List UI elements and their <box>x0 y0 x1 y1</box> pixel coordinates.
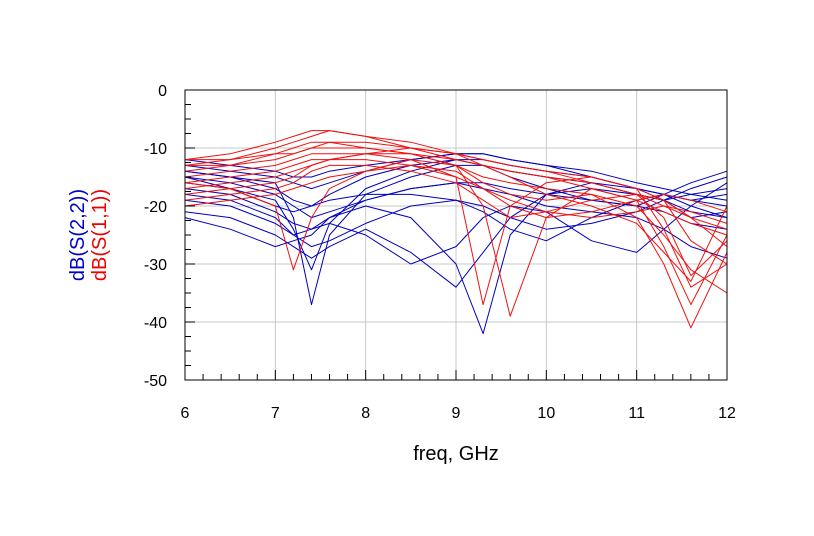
x-tick-label: 6 <box>181 405 190 422</box>
x-tick-label: 12 <box>718 405 736 422</box>
series-lines <box>184 130 728 335</box>
y-tick-label: -20 <box>144 199 167 216</box>
y-tick-label: 0 <box>158 83 167 100</box>
series-line-s11-20 <box>185 147 728 236</box>
y-tick-label: -10 <box>144 141 167 158</box>
series-line-s22-5 <box>184 182 728 265</box>
series-line-s11-24 <box>184 159 728 224</box>
y-axis-label-s11: dB(S(1,1)) <box>89 189 111 281</box>
x-tick-label: 10 <box>537 405 555 422</box>
x-tick-labels: 6 7 8 9 10 11 12 <box>181 405 736 422</box>
axis-ticks <box>184 89 728 381</box>
x-tick-label: 9 <box>452 405 461 422</box>
y-axis-label-s22: dB(S(2,2)) <box>67 189 89 281</box>
y-tick-labels: 0 -10 -20 -30 -40 -50 <box>144 83 167 390</box>
grid-lines <box>184 89 728 381</box>
x-tick-label: 7 <box>271 405 280 422</box>
series-line-s11-17 <box>184 153 728 317</box>
series-line-s11-19 <box>184 164 728 219</box>
x-axis-label: freq, GHz <box>413 443 499 465</box>
series-line-s11-22 <box>184 164 728 247</box>
y-tick-label: -50 <box>144 373 167 390</box>
y-tick-label: -40 <box>144 315 167 332</box>
x-tick-label: 11 <box>628 405 645 422</box>
y-tick-label: -30 <box>144 257 167 274</box>
x-tick-label: 8 <box>361 405 370 422</box>
series-line-s11-23 <box>185 141 728 265</box>
